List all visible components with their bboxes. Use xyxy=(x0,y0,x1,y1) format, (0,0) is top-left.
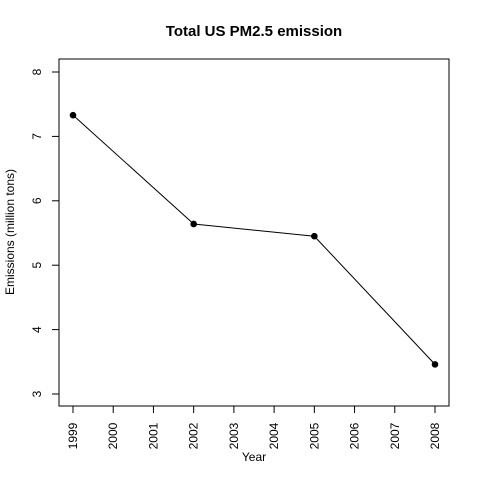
plot-frame xyxy=(58,58,450,407)
data-point xyxy=(69,111,77,119)
y-tick-label: 3 xyxy=(30,390,44,397)
x-axis-label: Year xyxy=(242,450,266,464)
data-point xyxy=(190,220,197,228)
x-tick-label: 2008 xyxy=(428,422,442,449)
x-tick-label: 2005 xyxy=(307,422,321,449)
data-point xyxy=(311,232,318,240)
x-axis: 1999 2000 2001 2002 2003 2004 2005 2006 2007 2008 xyxy=(66,405,442,449)
series-line-segment xyxy=(313,235,436,365)
series-line-segment xyxy=(193,223,315,237)
y-tick-label: 5 xyxy=(30,262,44,269)
y-axis: 3 4 5 6 7 8 xyxy=(30,68,60,397)
x-tick-label: 2004 xyxy=(267,422,281,449)
x-tick-label: 2006 xyxy=(348,422,362,449)
series-line-segment xyxy=(72,114,195,225)
x-tick-label: 2007 xyxy=(388,422,402,449)
y-tick-label: 7 xyxy=(30,133,44,140)
series-group xyxy=(69,111,439,368)
x-tick-label: 2002 xyxy=(187,422,201,449)
x-tick-label: 2001 xyxy=(146,422,160,449)
y-tick-label: 4 xyxy=(30,326,44,333)
x-tick-label: 2003 xyxy=(227,422,241,449)
chart-title: Total US PM2.5 emission xyxy=(166,23,342,40)
x-tick-label: 1999 xyxy=(66,422,80,449)
y-axis-label: Emissions (million tons) xyxy=(3,169,17,295)
data-point xyxy=(431,361,439,368)
x-tick-label: 2000 xyxy=(106,422,120,449)
y-tick-label: 6 xyxy=(30,197,44,204)
y-tick-label: 8 xyxy=(30,68,44,75)
